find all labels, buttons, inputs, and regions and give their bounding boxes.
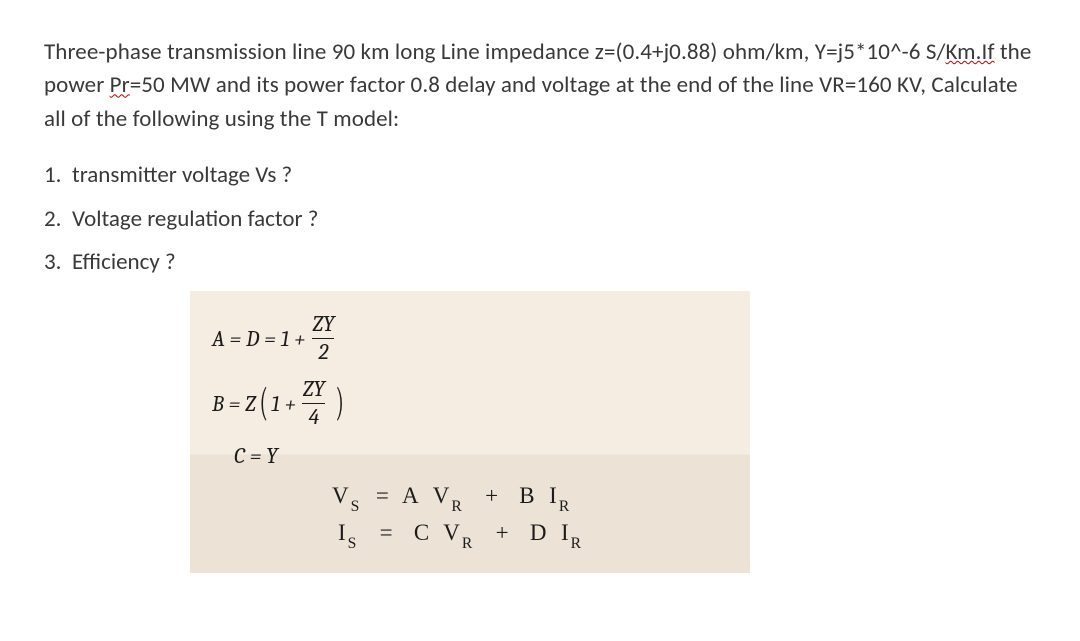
fraction-denominator: 4 (302, 403, 325, 429)
question-text: Voltage regulation factor ? (72, 198, 318, 242)
is-i: I (338, 520, 347, 545)
b-lhs: B = Z (212, 391, 256, 417)
equation-b: B = Z ( 1 + ZY 4 ) (212, 378, 728, 429)
question-text: transmitter voltage Vs ? (72, 154, 292, 198)
plus-sign: + (496, 520, 510, 545)
ir-sub-r: R (571, 535, 582, 552)
document-page: Three-phase transmission line 90 km long… (0, 0, 1080, 593)
question-item-3: 3. Efficiency ? (44, 241, 1036, 285)
question-list: 1. transmitter voltage Vs ? 2. Voltage r… (44, 154, 1036, 285)
vr-sub-r: R (451, 498, 462, 515)
coef-c: C (414, 520, 430, 545)
question-number: 3. (44, 241, 72, 285)
problem-statement: Three-phase transmission line 90 km long… (44, 36, 1036, 136)
vr-sub-r: R (462, 535, 473, 552)
ir-i: I (549, 483, 558, 508)
question-item-2: 2. Voltage regulation factor ? (44, 198, 1036, 242)
question-item-1: 1. transmitter voltage Vs ? (44, 154, 1036, 198)
equation-c: C = Y (234, 443, 728, 469)
problem-text-3: =50 MW and its power factor 0.8 delay an… (44, 71, 1018, 132)
equals-sign: = (376, 483, 390, 508)
c-equals-y: C = Y (234, 443, 278, 469)
question-text: Efficiency ? (72, 241, 176, 285)
coef-d: D (530, 520, 548, 545)
ir-sub-r: R (559, 498, 570, 515)
problem-text-1: Three-phase transmission line 90 km long… (44, 38, 945, 66)
fraction-numerator: ZY (309, 313, 337, 338)
left-paren: ( (259, 386, 267, 418)
vr-v: V (443, 520, 461, 545)
equals-sign: = (380, 520, 394, 545)
fraction-denominator: 2 (312, 338, 334, 364)
fraction-zy-4: ZY 4 (300, 378, 328, 429)
equation-ad: A = D = 1 + ZY 2 (212, 313, 728, 364)
wavy-underline-1: Km.If (945, 38, 994, 66)
fraction-zy-2: ZY 2 (309, 313, 337, 364)
wavy-underline-2: Pr (110, 71, 130, 99)
question-number: 1. (44, 154, 72, 198)
vs-sub-s: S (351, 498, 361, 515)
vs-v: V (332, 483, 350, 508)
ir-i: I (561, 520, 570, 545)
plus-sign: + (485, 483, 499, 508)
coef-a: A (402, 483, 420, 508)
abcd-equations: VS = A VR + B IR IS = C VR + D IR (332, 483, 728, 550)
ad-lhs: A = D = 1 + (212, 326, 305, 352)
formula-box: A = D = 1 + ZY 2 B = Z ( 1 + ZY 4 ) C = … (190, 291, 750, 573)
one-plus: 1 + (271, 391, 296, 417)
is-equation: IS = C VR + D IR (338, 520, 728, 551)
is-sub-s: S (348, 535, 358, 552)
vr-v: V (433, 483, 451, 508)
coef-b: B (519, 483, 535, 508)
right-paren: ) (335, 386, 343, 418)
question-number: 2. (44, 198, 72, 242)
vs-equation: VS = A VR + B IR (332, 483, 728, 514)
fraction-numerator: ZY (300, 378, 328, 403)
